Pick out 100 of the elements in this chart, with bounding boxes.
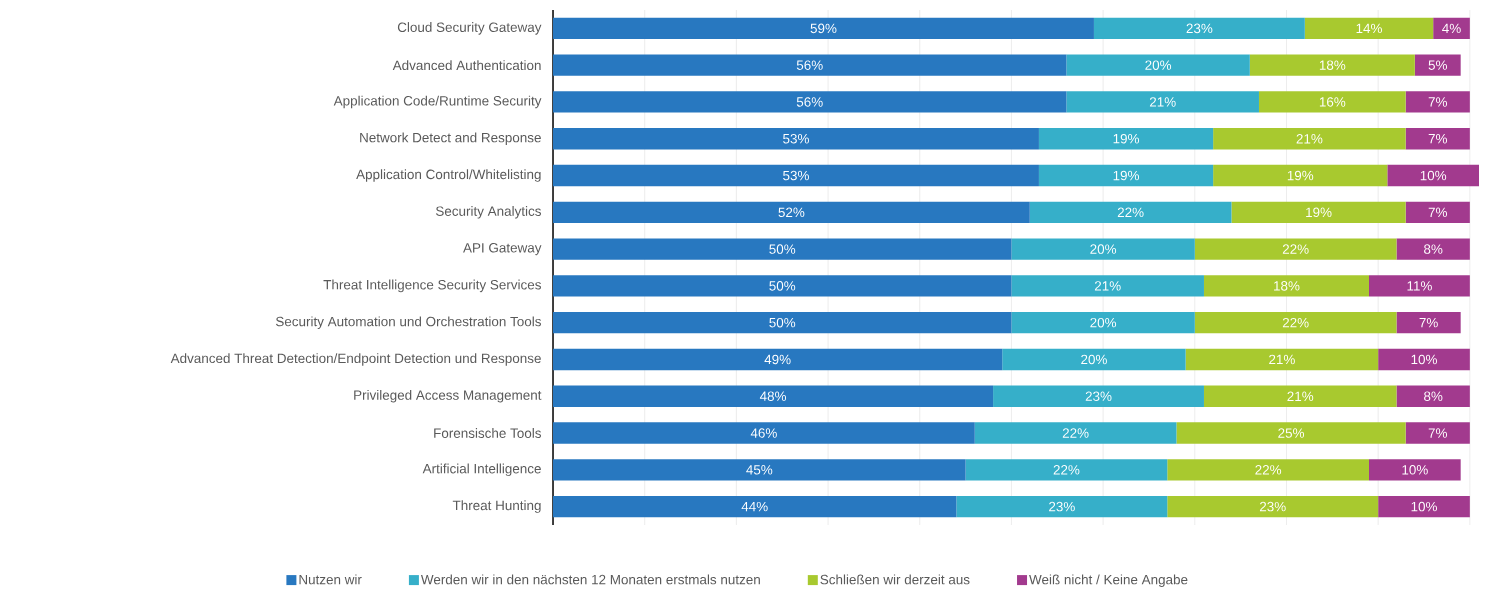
bar [1414, 54, 1461, 76]
bar [1038, 164, 1214, 187]
data-label: 44% [741, 501, 768, 512]
data-label: 5% [1428, 60, 1448, 70]
legend-label: Nutzen wir [299, 574, 362, 585]
bar [553, 385, 994, 407]
legend-label: Schließen wir derzeit aus [820, 574, 970, 585]
data-label: 7% [1428, 134, 1448, 144]
data-label: 7% [1428, 97, 1448, 107]
bar [1011, 275, 1204, 297]
bar [1066, 91, 1259, 113]
data-label: 21% [1149, 97, 1176, 107]
bar [553, 201, 1030, 223]
bar [1038, 128, 1214, 150]
data-label: 50% [769, 281, 796, 291]
bar [553, 495, 957, 518]
bar [1203, 385, 1397, 407]
data-label: 10% [1402, 465, 1428, 475]
data-label: 14% [1356, 23, 1382, 34]
y-tick-label: Security Automation und Orchestration Tools [275, 316, 541, 329]
bar [1378, 348, 1470, 371]
y-tick-label: Advanced Threat Detection/Endpoint Detection und Response [170, 353, 541, 366]
data-label: 10% [1420, 170, 1447, 181]
data-label: 21% [1094, 281, 1121, 291]
data-label: 50% [769, 244, 796, 254]
data-label: 25% [1278, 428, 1305, 438]
data-label: 16% [1319, 97, 1346, 107]
bar [974, 422, 1177, 444]
bar [1176, 422, 1406, 444]
bar [1249, 54, 1415, 76]
bar [1396, 238, 1470, 260]
data-label: 19% [1113, 170, 1140, 181]
y-tick-label: Privileged Access Management [354, 389, 542, 403]
bar [1029, 201, 1232, 223]
data-label: 59% [810, 23, 837, 34]
bar [1167, 495, 1379, 518]
bar [553, 275, 1012, 297]
data-label: 45% [746, 465, 773, 475]
data-label: 7% [1428, 207, 1448, 218]
y-tick-label: Application Code/Runtime Security [333, 95, 542, 109]
bar [1231, 201, 1406, 223]
bar [553, 91, 1067, 113]
bar [1185, 348, 1379, 371]
bar [1304, 17, 1434, 40]
data-label: 19% [1287, 170, 1314, 181]
bar [965, 459, 1168, 481]
bar [1396, 385, 1470, 407]
data-label: 52% [778, 207, 805, 218]
data-label: 22% [1282, 244, 1309, 254]
data-label: 23% [1259, 501, 1286, 512]
bar [1213, 164, 1388, 187]
data-label: 22% [1062, 428, 1089, 438]
bar [553, 164, 1039, 187]
bar [1258, 91, 1406, 113]
data-label: 8% [1424, 244, 1443, 254]
y-tick-label: Forensische Tools [434, 428, 541, 438]
bar [993, 385, 1204, 407]
bar [553, 238, 1012, 260]
data-label: 20% [1090, 317, 1117, 328]
bar [553, 312, 1012, 334]
data-label: 48% [759, 391, 787, 401]
bar [553, 348, 1003, 371]
data-label: 20% [1145, 60, 1172, 70]
bar [956, 495, 1168, 518]
bar [1194, 238, 1397, 260]
data-label: 7% [1428, 428, 1448, 438]
data-label: 18% [1319, 60, 1346, 70]
data-label: 10% [1411, 354, 1437, 365]
legend-label: Weiß nicht / Keine Angabe [1029, 574, 1188, 588]
data-label: 23% [1085, 391, 1112, 401]
y-tick-label: Advanced Authentication [392, 60, 541, 71]
data-label: 46% [750, 428, 777, 438]
data-label: 4% [1442, 23, 1461, 34]
data-label: 22% [1255, 465, 1282, 475]
data-label: 22% [1282, 317, 1309, 328]
data-label: 56% [796, 60, 823, 70]
bar [1194, 312, 1397, 334]
bar [1378, 495, 1470, 518]
y-tick-label: Threat Intelligence Security Services [323, 279, 541, 293]
bar [1167, 459, 1369, 481]
data-label: 23% [1186, 23, 1213, 34]
data-label: 22% [1053, 465, 1080, 475]
bar [1405, 128, 1470, 150]
data-label: 49% [764, 354, 791, 365]
data-label: 11% [1407, 281, 1432, 291]
bar [1405, 201, 1470, 223]
data-label: 19% [1113, 133, 1140, 144]
y-tick-label: Security Analytics [435, 206, 541, 219]
data-label: 21% [1296, 134, 1323, 144]
data-label: 19% [1306, 207, 1332, 218]
bar [1369, 275, 1470, 297]
bar [1011, 312, 1195, 334]
data-label: 53% [783, 133, 809, 144]
bar [1093, 17, 1305, 40]
bar [1433, 17, 1470, 40]
data-label: 21% [1287, 391, 1314, 401]
data-label: 7% [1419, 317, 1438, 328]
data-label: 10% [1411, 501, 1437, 512]
data-label: 53% [783, 170, 809, 181]
data-label: 20% [1081, 354, 1107, 365]
